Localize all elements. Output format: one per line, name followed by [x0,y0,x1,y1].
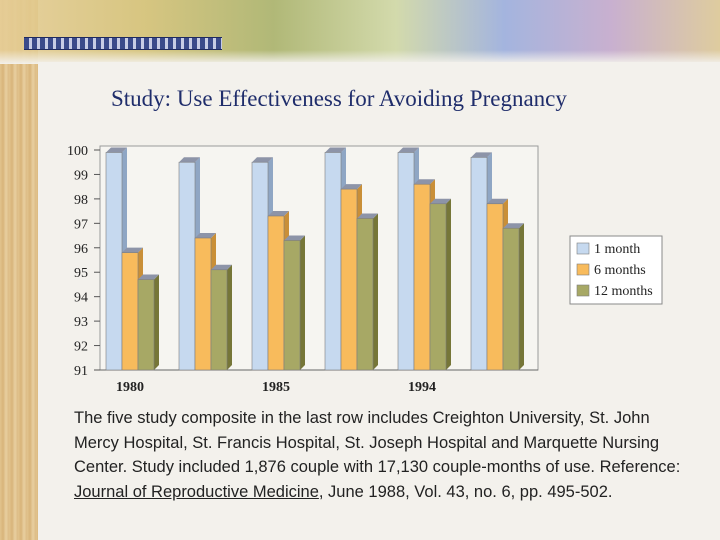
y-tick-label: 95 [74,266,88,281]
legend-swatch [576,242,590,255]
legend-label: 1 month [594,242,640,257]
bar-chart: 100 99 98 97 96 95 94 93 92 91 1980 1985 1994 1 mon… [67,144,663,395]
slide-description: The five study composite in the last row… [74,406,684,504]
description-text-1: The five study composite in the last row… [74,409,681,476]
chart-legend: 1 month 6 months 12 months [569,235,663,305]
bar-1-month-2 [251,161,269,371]
bar-6-months-2 [267,215,285,371]
bar-top [106,147,127,153]
y-tick-label: 98 [74,193,88,208]
bar-top [487,198,508,204]
chart-grid [94,145,539,371]
bar-top [325,147,346,153]
description-text-2: , June 1988, Vol. 43, no. 6, pp. 495-502… [318,482,613,501]
bar-6-months-5 [486,203,504,371]
y-tick-label: 92 [74,340,88,355]
bar-top [430,198,451,204]
x-axis-tick-labels: 1980 1985 1994 [116,380,436,395]
decorative-left-band [0,0,38,540]
bar-12-months-5 [502,227,520,371]
plot-area [99,145,539,371]
legend-swatch [576,263,590,276]
bar-1-month-0 [105,152,123,371]
bar-6-months-1 [194,237,212,371]
decorative-pattern-strip [24,37,222,50]
y-tick-label: 96 [74,242,88,257]
x-tick-label: 1994 [408,380,436,395]
y-tick-label: 100 [67,144,88,159]
x-tick-label: 1985 [262,380,290,395]
bar-side [446,198,451,370]
bar-top [503,223,524,229]
y-tick-label: 99 [74,168,88,183]
bar-1-month-1 [178,161,196,371]
bar-top [341,184,362,190]
reference-journal: Journal of Reproductive Medicine [74,482,319,501]
bar-6-months-3 [340,188,358,371]
x-tick-label: 1980 [116,380,144,395]
y-axis-tick-labels: 100 99 98 97 96 95 94 93 92 91 [67,144,88,379]
bar-12-months-3 [356,218,374,371]
bar-top [268,211,289,216]
bar-1-month-4 [397,152,415,371]
legend-label: 6 months [594,263,646,278]
bar-top [211,264,232,270]
bar-top [138,274,159,280]
bar-side [154,274,159,370]
chart-bars [105,147,524,371]
bar-6-months-4 [413,183,431,371]
legend-swatch [576,284,590,297]
bar-12-months-1 [210,269,228,371]
bar-side [519,223,524,370]
legend-label: 12 months [594,284,653,299]
bar-top [414,179,435,185]
bar-top [179,157,200,163]
bar-6-months-0 [121,252,139,371]
bar-1-month-3 [324,152,342,371]
bar-top [284,235,305,241]
bar-top [398,147,419,153]
decorative-top-band-fade [0,50,720,64]
slide-title: Study: Use Effectiveness for Avoiding Pr… [111,86,567,111]
bar-top [195,233,216,238]
bar-side [227,264,232,370]
y-tick-label: 93 [74,315,88,330]
bar-12-months-2 [283,240,301,371]
y-tick-label: 91 [74,364,88,379]
y-tick-label: 97 [74,217,88,232]
y-tick-label: 94 [74,291,88,306]
bar-top [122,247,143,253]
bar-side [300,235,305,370]
bar-12-months-0 [137,279,155,371]
bar-top [252,157,273,163]
bar-top [471,152,492,158]
bar-top [357,213,378,219]
bar-1-month-5 [470,157,488,371]
bar-side [373,213,378,370]
bar-12-months-4 [429,203,447,371]
